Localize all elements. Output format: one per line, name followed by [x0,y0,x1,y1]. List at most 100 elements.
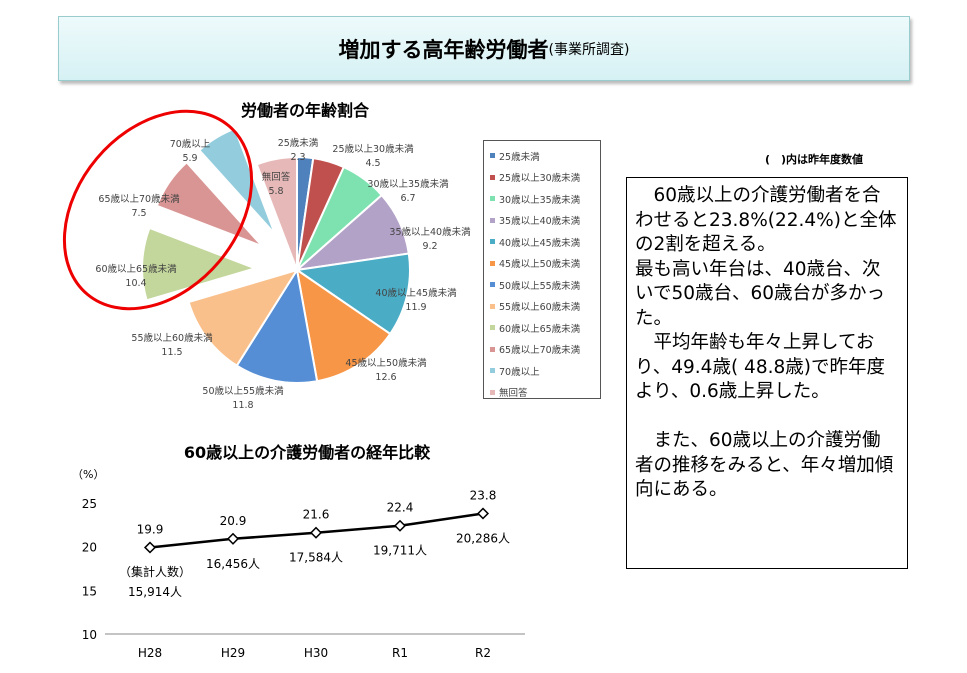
highlight-ellipse [62,109,254,311]
slice-label: 25歳以上30歳未満 [332,143,414,155]
legend-swatch [490,346,495,352]
legend-item: 55歳以上60歳未満 [490,296,594,318]
line-point [476,507,490,520]
pie-legend: 25歳未満 25歳以上30歳未満 30歳以上35歳未満 35歳以上40歳未満 40歳以上… [483,140,601,399]
legend-swatch [490,282,495,288]
slice-value-label: 2.3 [290,152,305,163]
point-value-label: 23.8 [470,488,497,502]
line-point [309,526,323,539]
legend-item: 無回答 [490,382,594,404]
summary-textbox: 60歳以上の介護労働者を合わせると23.8%(22.4%)と全体の2割を超える。… [626,177,908,569]
slice-value-label: 4.5 [365,158,380,169]
legend-swatch [490,153,495,159]
legend-label: 無回答 [499,388,528,400]
legend-item: 65歳以上70歳未満 [490,339,594,361]
legend-label: 30歳以上35歳未満 [499,194,581,206]
y-tick-label: 15 [82,584,97,598]
pie-slice [141,226,259,302]
pie-title: 労働者の年齢割合 [241,101,370,120]
slice-value-label: 9.2 [422,241,437,252]
slice-value-label: 11.5 [161,347,182,358]
legend-swatch [490,389,495,395]
legend-item: 25歳以上30歳未満 [490,167,594,189]
legend-swatch [490,174,495,180]
slice-label: 70歳以上 [170,138,211,150]
legend-item: 40歳以上45歳未満 [490,231,594,253]
legend-swatch [490,325,495,331]
slice-label: 35歳以上40歳未満 [389,226,471,238]
slice-label: 45歳以上50歳未満 [345,357,427,369]
pie-slice [294,252,411,336]
legend-swatch [490,196,495,202]
legend-item: 35歳以上40歳未満 [490,210,594,232]
legend-label: 25歳未満 [499,151,540,163]
pie-slice [235,267,319,384]
point-count-label: 20,286人 [456,531,510,545]
line-point [226,532,240,545]
x-tick-label: R1 [392,646,408,660]
x-tick-label: R2 [475,646,491,660]
point-count-label: 15,914人 [128,585,182,599]
legend-item: 25歳未満 [490,145,594,167]
count-caption: （集計人数） [119,564,191,579]
slice-value-label: 5.9 [182,153,197,164]
point-value-label: 20.9 [220,514,247,528]
slice-value-label: 6.7 [400,193,415,204]
line-point [393,519,407,532]
legend-item: 30歳以上35歳未満 [490,188,594,210]
legend-swatch [490,303,495,309]
pie-slice [295,267,392,383]
point-count-label: 17,584人 [289,551,343,565]
legend-item: 45歳以上50歳未満 [490,253,594,275]
slice-label: 40歳以上45歳未満 [375,287,457,299]
slice-value-label: 11.8 [232,400,253,411]
x-tick-label: H30 [304,646,328,660]
slice-label: 30歳以上35歳未満 [367,178,449,190]
x-tick-label: H29 [221,646,245,660]
legend-item: 60歳以上65歳未満 [490,317,594,339]
title-banner: 増加する高年齢労働者 (事業所調査) [58,16,910,81]
pie-slice [155,160,264,248]
slide-title: 増加する高年齢労働者 [338,37,549,62]
y-tick-label: 20 [82,541,97,555]
legend-item: 70歳以上 [490,360,594,382]
point-value-label: 22.4 [387,501,414,515]
note-label: ( )内は昨年度数値 [765,153,864,166]
point-value-label: 19.9 [137,523,164,537]
slice-value-label: 11.9 [405,302,426,313]
legend-label: 35歳以上40歳未満 [499,216,581,228]
slice-value-label: 5.8 [268,186,283,197]
point-count-label: 19,711人 [373,544,427,558]
legend-swatch [490,260,495,266]
slice-value-label: 7.5 [131,208,146,219]
line-title: 60歳以上の介護労働者の経年比較 [184,443,431,462]
slide-subtitle: (事業所調査) [548,41,630,58]
legend-label: 25歳以上30歳未満 [499,173,581,185]
slice-value-label: 10.4 [125,278,146,289]
slice-label: 25歳未満 [278,137,319,149]
pie-slice [255,155,298,271]
legend-label: 50歳以上55歳未満 [499,280,581,292]
y-tick-label: 10 [82,628,97,642]
slice-label: 無回答 [262,171,291,183]
line-point [143,541,157,554]
legend-swatch [490,368,495,374]
legend-label: 60歳以上65歳未満 [499,323,581,335]
slice-label: 55歳以上60歳未満 [131,332,213,344]
y-axis-label: （%） [72,468,104,481]
legend-label: 70歳以上 [499,366,540,378]
legend-item: 50歳以上55歳未満 [490,274,594,296]
x-tick-label: H28 [138,646,162,660]
legend-label: 45歳以上50歳未満 [499,259,581,271]
legend-swatch [490,217,495,223]
y-tick-label: 25 [82,497,97,511]
legend-swatch [490,239,495,245]
slice-label: 60歳以上65歳未満 [95,263,177,275]
slice-label: 65歳以上70歳未満 [98,193,180,205]
pie-slice [197,127,277,235]
legend-label: 65歳以上70歳未満 [499,345,581,357]
point-count-label: 16,456人 [206,557,260,571]
legend-label: 55歳以上60歳未満 [499,302,581,314]
